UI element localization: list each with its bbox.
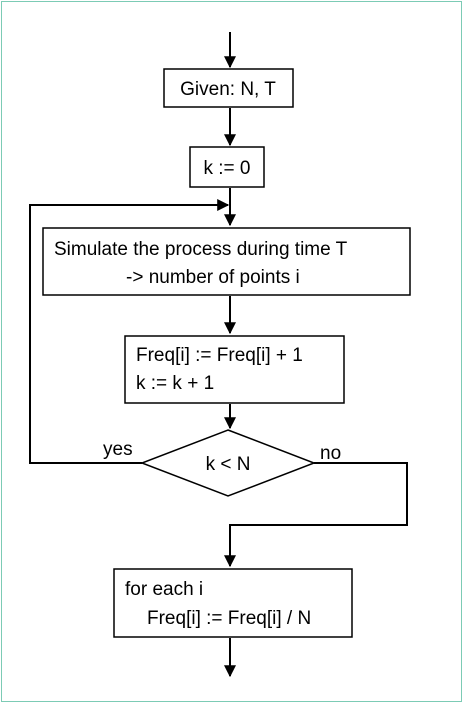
yes-loop-arrow (29, 199, 230, 464)
decision-label: k < N (206, 454, 251, 475)
update-node: Freq[i] := Freq[i] + 1 k := k + 1 (124, 335, 345, 404)
simulate-node: Simulate the process during time T -> nu… (42, 227, 411, 296)
no-branch-arrow (224, 462, 408, 568)
init-box (189, 146, 265, 188)
update-label-line2: k := k + 1 (136, 373, 214, 394)
simulate-label-line1: Simulate the process during time T (54, 239, 348, 260)
yes-label: yes (103, 439, 133, 460)
given-box (163, 68, 294, 108)
given-label: Given: N, T (180, 79, 276, 100)
simulate-box (42, 227, 411, 296)
update-label-line1: Freq[i] := Freq[i] + 1 (136, 345, 303, 366)
decision-node: k < N (139, 429, 317, 497)
no-label: no (320, 443, 341, 464)
final-label-line2: Freq[i] := Freq[i] / N (147, 608, 311, 629)
init-node: k := 0 (189, 146, 265, 188)
final-node: for each i Freq[i] := Freq[i] / N (113, 568, 353, 638)
final-label-line1: for each i (125, 579, 203, 600)
update-box (124, 335, 345, 404)
simulate-label-line2: -> number of points i (126, 267, 300, 288)
given-node: Given: N, T (163, 68, 294, 108)
decision-diamond (139, 429, 317, 497)
init-label: k := 0 (204, 158, 251, 179)
final-box (113, 568, 353, 638)
